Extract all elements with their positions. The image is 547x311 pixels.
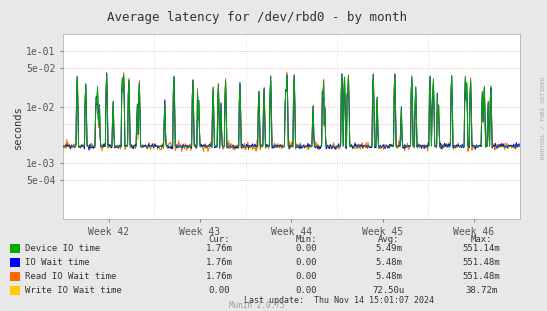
Text: Munin 2.0.75: Munin 2.0.75	[229, 301, 285, 310]
Text: IO Wait time: IO Wait time	[25, 258, 89, 267]
Text: 0.00: 0.00	[295, 286, 317, 295]
Text: 5.49m: 5.49m	[375, 244, 402, 253]
Text: Cur:: Cur:	[208, 235, 230, 244]
Text: Max:: Max:	[470, 235, 492, 244]
Text: Average latency for /dev/rbd0 - by month: Average latency for /dev/rbd0 - by month	[107, 11, 407, 24]
Y-axis label: seconds: seconds	[13, 105, 23, 149]
Text: Device IO time: Device IO time	[25, 244, 100, 253]
Text: 5.48m: 5.48m	[375, 272, 402, 281]
Text: 551.48m: 551.48m	[463, 258, 500, 267]
Text: Avg:: Avg:	[377, 235, 399, 244]
Text: 1.76m: 1.76m	[205, 258, 232, 267]
Text: 0.00: 0.00	[295, 272, 317, 281]
Text: 551.48m: 551.48m	[463, 272, 500, 281]
Text: 72.50u: 72.50u	[373, 286, 404, 295]
Text: 1.76m: 1.76m	[205, 272, 232, 281]
Text: 0.00: 0.00	[295, 258, 317, 267]
Text: 38.72m: 38.72m	[465, 286, 497, 295]
Text: Min:: Min:	[295, 235, 317, 244]
Text: Last update:  Thu Nov 14 15:01:07 2024: Last update: Thu Nov 14 15:01:07 2024	[244, 296, 434, 305]
Text: RRDTOOL / TOBI OETIKER: RRDTOOL / TOBI OETIKER	[541, 77, 546, 160]
Text: Read IO Wait time: Read IO Wait time	[25, 272, 116, 281]
Text: 1.76m: 1.76m	[205, 244, 232, 253]
Text: 5.48m: 5.48m	[375, 258, 402, 267]
Text: Write IO Wait time: Write IO Wait time	[25, 286, 121, 295]
Text: 0.00: 0.00	[295, 244, 317, 253]
Text: 0.00: 0.00	[208, 286, 230, 295]
Text: 551.14m: 551.14m	[463, 244, 500, 253]
